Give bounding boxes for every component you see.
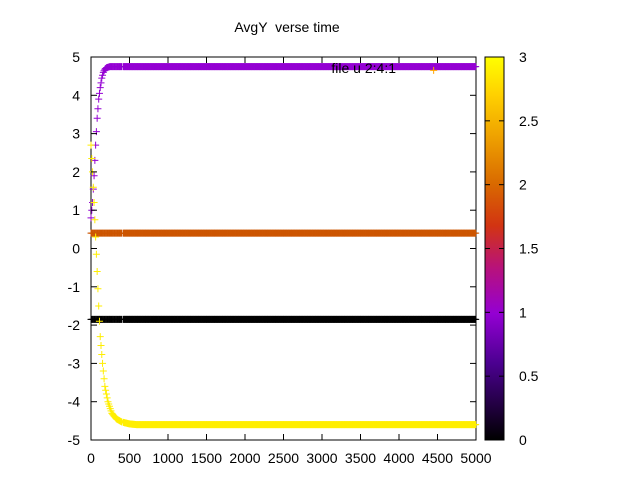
colorbar-tick-label: 2.5: [519, 113, 539, 129]
series-layer: [87, 63, 480, 429]
x-tick-label: 3500: [345, 450, 376, 466]
y-tick-label: 3: [72, 126, 80, 142]
data-point: [99, 359, 107, 367]
data-point: [90, 199, 98, 207]
chart-title: AvgY verse time: [234, 19, 340, 35]
y-tick-label: 0: [72, 241, 80, 257]
x-tick-label: 0: [87, 450, 95, 466]
data-point: [87, 214, 95, 222]
x-tick-label: 1500: [191, 450, 222, 466]
data-point: [97, 342, 105, 350]
colorbar-tick-label: 2: [519, 177, 527, 193]
data-point: [102, 386, 110, 394]
data-point: [94, 285, 102, 293]
colorbar-tick-label: 1: [519, 304, 527, 320]
data-point: [472, 229, 480, 237]
data-point: [91, 216, 99, 224]
data-point: [472, 421, 480, 429]
colorbar-tick-label: 0.5: [519, 368, 539, 384]
data-point: [472, 315, 480, 323]
data-point: [92, 250, 100, 258]
data-point: [90, 172, 98, 180]
series-0: [87, 63, 480, 222]
data-point: [97, 79, 105, 87]
data-point: [92, 128, 100, 136]
data-point: [102, 390, 110, 398]
x-tick-label: 4000: [383, 450, 414, 466]
x-tick-label: 2000: [229, 450, 260, 466]
y-tick-label: 4: [72, 87, 80, 103]
data-point: [101, 382, 109, 390]
data-point: [88, 154, 96, 162]
y-tick-label: -1: [68, 279, 81, 295]
series-3: [87, 141, 480, 429]
data-point: [95, 317, 103, 325]
data-point: [87, 141, 95, 149]
data-point: [93, 114, 101, 122]
series-1: [87, 229, 480, 237]
data-point: [95, 302, 103, 310]
data-point: [95, 89, 103, 97]
data-point: [103, 394, 111, 402]
data-point: [96, 333, 104, 341]
y-tick-label: 2: [72, 164, 80, 180]
chart-annotation: file u 2:4:1: [331, 60, 396, 76]
data-point: [89, 183, 97, 191]
data-point: [91, 156, 99, 164]
data-point: [430, 66, 438, 74]
data-point: [100, 375, 108, 383]
axes-layer: 0 500 1000 1500 2000 2500 3000 3500 4000 4500 5000…: [68, 49, 492, 466]
data-point: [99, 367, 107, 375]
colorbar-tick-label: 1.5: [519, 241, 539, 257]
data-point: [472, 63, 480, 71]
data-point: [98, 350, 106, 358]
data-point: [93, 267, 101, 275]
x-tick-label: 500: [118, 450, 142, 466]
y-tick-label: 1: [72, 202, 80, 218]
colorbar-tick-label: 3: [519, 49, 527, 65]
data-point: [92, 233, 100, 241]
colorbar: 0 0.5 1 1.5 2 2.5 3: [484, 49, 539, 448]
data-point: [94, 105, 102, 113]
colorbar-tick-label: 0: [519, 432, 527, 448]
data-point: [96, 84, 104, 92]
x-tick-label: 2500: [268, 450, 299, 466]
y-tick-label: -4: [68, 394, 81, 410]
y-tick-label: -5: [68, 432, 81, 448]
y-tick-label: -2: [68, 317, 81, 333]
plot-area: [90, 56, 477, 441]
x-tick-label: 5000: [460, 450, 491, 466]
y-tick-label: -3: [68, 355, 81, 371]
data-point: [99, 71, 107, 79]
series-2: [87, 315, 480, 323]
plot-frame: [90, 56, 477, 441]
x-tick-label: 4500: [422, 450, 453, 466]
x-tick-label: 1000: [152, 450, 183, 466]
y-tick-label: 5: [72, 49, 80, 65]
data-point: [95, 95, 103, 103]
x-tick-label: 3000: [306, 450, 337, 466]
data-point: [98, 74, 106, 82]
data-point: [99, 68, 107, 76]
